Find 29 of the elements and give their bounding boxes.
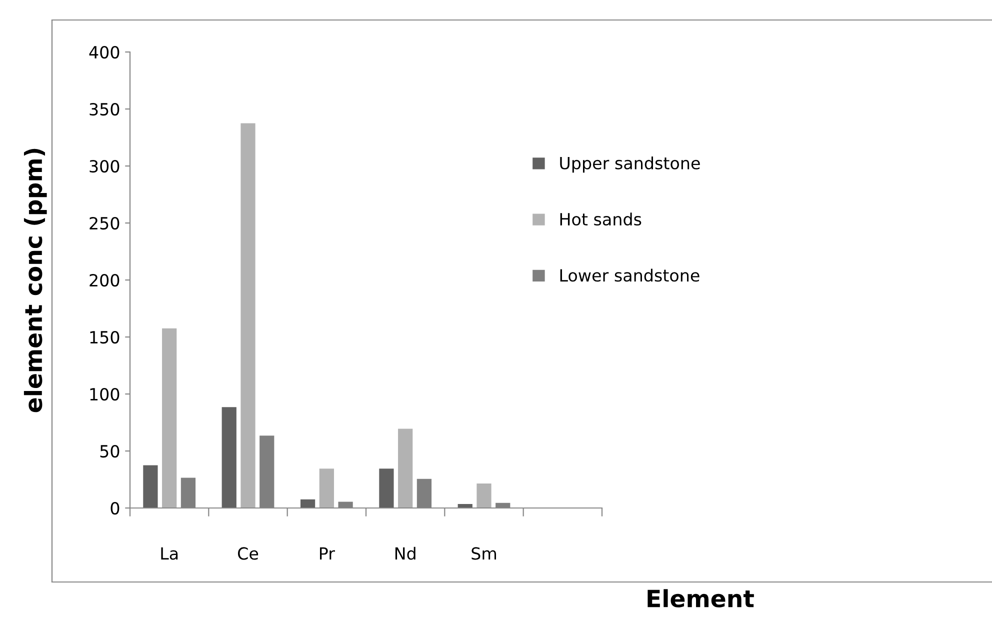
y-tick-label: 300 <box>90 160 120 173</box>
bar <box>476 482 492 508</box>
y-tick-label: 350 <box>90 102 120 116</box>
y-tick-label: 150 <box>90 330 120 344</box>
y-tick-label: 400 <box>89 46 120 59</box>
x-axis-title: Element <box>648 589 754 608</box>
legend-label: Upper sandstone <box>560 156 700 173</box>
y-tick-label: 50 <box>100 444 120 458</box>
x-tick-label: Sm <box>472 547 496 560</box>
bar <box>142 464 159 508</box>
bar <box>456 502 474 508</box>
bar <box>378 468 395 508</box>
bar <box>299 498 316 508</box>
x-tick-label: Pr <box>320 547 335 560</box>
x-tick-label: Ce <box>238 547 258 560</box>
y-tick-label: 250 <box>90 216 120 230</box>
y-axis-title: element conc (ppm) <box>24 148 47 412</box>
legend-label: Hot sands <box>560 212 642 226</box>
bar <box>318 468 336 508</box>
legend-label: Lower sandstone <box>560 268 700 282</box>
x-tick-label: Nd <box>395 546 416 560</box>
x-tick-label: La <box>161 547 178 560</box>
bar <box>220 406 238 508</box>
bar <box>160 327 178 508</box>
y-tick-label: 100 <box>90 388 120 401</box>
bar <box>240 122 256 508</box>
bar <box>396 428 414 508</box>
y-tick-label: 200 <box>90 274 120 287</box>
y-tick-label: 0 <box>110 502 120 515</box>
